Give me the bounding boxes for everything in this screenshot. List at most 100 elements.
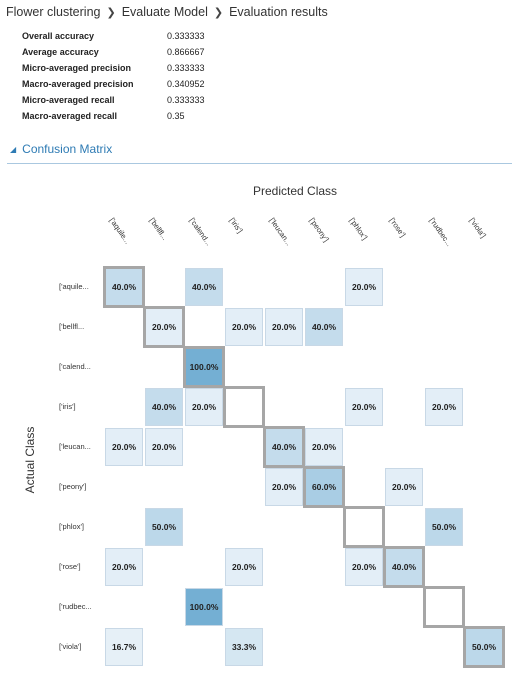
metric-label: Micro-averaged precision	[22, 63, 132, 73]
matrix-cell: 33.3%	[225, 628, 263, 666]
metric-row: Macro-averaged recall 0.35	[22, 108, 205, 124]
matrix-cell	[265, 268, 303, 306]
column-label: ['aquile...	[107, 216, 133, 246]
column-label: ['calend...	[187, 216, 214, 248]
collapse-triangle-icon[interactable]: ◢	[10, 144, 17, 154]
matrix-cell	[185, 308, 223, 346]
matrix-cell	[385, 588, 423, 626]
matrix-cell	[385, 628, 423, 666]
breadcrumb-item-evaluation-results: Evaluation results	[229, 5, 328, 19]
matrix-cell: 20.0%	[145, 308, 183, 346]
column-label: ['peony']	[307, 216, 331, 244]
breadcrumb-item-evaluate-model[interactable]: Evaluate Model	[121, 5, 208, 19]
metric-row: Macro-averaged precision 0.340952	[22, 76, 205, 92]
row-label: ['bellfl...	[59, 322, 85, 331]
matrix-cell	[225, 388, 263, 426]
matrix-cell: 20.0%	[305, 428, 343, 466]
column-label: ['rose']	[387, 216, 408, 239]
matrix-cell	[305, 588, 343, 626]
metric-row: Micro-averaged recall 0.333333	[22, 92, 205, 108]
matrix-cell	[185, 548, 223, 586]
confusion-matrix-header[interactable]: ◢ Confusion Matrix	[10, 142, 112, 156]
matrix-cell	[385, 308, 423, 346]
matrix-cell	[225, 468, 263, 506]
matrix-cell	[305, 268, 343, 306]
column-label: ['bellfl...	[147, 216, 170, 242]
matrix-cell	[425, 268, 463, 306]
matrix-cell	[105, 588, 143, 626]
matrix-cell	[105, 348, 143, 386]
matrix-cell	[265, 508, 303, 546]
matrix-cell: 20.0%	[345, 388, 383, 426]
matrix-cell	[385, 508, 423, 546]
breadcrumb-item-flower-clustering[interactable]: Flower clustering	[6, 5, 101, 19]
metric-label: Macro-averaged precision	[22, 79, 134, 89]
matrix-cell	[145, 468, 183, 506]
matrix-cell	[345, 628, 383, 666]
matrix-cell	[465, 428, 503, 466]
matrix-cell	[345, 308, 383, 346]
matrix-cell	[465, 388, 503, 426]
matrix-cell	[345, 428, 383, 466]
matrix-cell	[305, 388, 343, 426]
matrix-cell	[145, 548, 183, 586]
matrix-cell	[265, 548, 303, 586]
row-label: ['iris']	[59, 402, 76, 411]
column-label: ['phlox']	[347, 216, 370, 242]
row-label: ['calend...	[59, 362, 91, 371]
metric-value: 0.333333	[167, 95, 205, 105]
row-label: ['leucan...	[59, 442, 91, 451]
matrix-cell: 40.0%	[105, 268, 143, 306]
matrix-cell	[345, 468, 383, 506]
matrix-cell: 20.0%	[345, 268, 383, 306]
matrix-cell: 20.0%	[145, 428, 183, 466]
column-label: ['leucan...	[267, 216, 294, 248]
predicted-class-title: Predicted Class	[253, 184, 338, 198]
matrix-cell: 16.7%	[105, 628, 143, 666]
column-label: ['rudbec...	[427, 216, 454, 248]
metric-row: Overall accuracy 0.333333	[22, 28, 205, 44]
matrix-cell	[345, 508, 383, 546]
matrix-cell: 50.0%	[145, 508, 183, 546]
column-label: ['iris']	[227, 216, 245, 235]
matrix-cell: 20.0%	[265, 308, 303, 346]
matrix-cell	[465, 268, 503, 306]
metric-value: 0.333333	[167, 31, 205, 41]
matrix-cell	[185, 468, 223, 506]
matrix-cell	[305, 548, 343, 586]
matrix-cell	[105, 508, 143, 546]
matrix-cell: 40.0%	[385, 548, 423, 586]
matrix-cell: 40.0%	[185, 268, 223, 306]
matrix-cell	[185, 628, 223, 666]
matrix-cell: 50.0%	[425, 508, 463, 546]
matrix-cell: 20.0%	[105, 428, 143, 466]
matrix-cell: 50.0%	[465, 628, 503, 666]
row-label: ['rose']	[59, 562, 81, 571]
matrix-cell	[385, 268, 423, 306]
matrix-cell: 60.0%	[305, 468, 343, 506]
matrix-cell	[425, 548, 463, 586]
matrix-cell	[145, 268, 183, 306]
metric-label: Overall accuracy	[22, 31, 95, 41]
breadcrumb: Flower clustering ❯ Evaluate Model ❯ Eva…	[6, 5, 328, 19]
matrix-cell	[425, 468, 463, 506]
actual-class-title: Actual Class	[23, 426, 37, 494]
matrix-cell	[425, 428, 463, 466]
matrix-cell: 100.0%	[185, 348, 223, 386]
matrix-cell	[265, 588, 303, 626]
matrix-cell	[425, 628, 463, 666]
metric-label: Average accuracy	[22, 47, 99, 57]
metric-label: Macro-averaged recall	[22, 111, 118, 121]
metric-row: Average accuracy 0.866667	[22, 44, 205, 60]
matrix-cell	[425, 588, 463, 626]
row-label: ['viola']	[59, 642, 82, 651]
matrix-cell	[225, 428, 263, 466]
matrix-cell: 40.0%	[305, 308, 343, 346]
row-label: ['peony']	[59, 482, 87, 491]
matrix-cell	[185, 508, 223, 546]
matrix-cell	[465, 508, 503, 546]
matrix-cell: 100.0%	[185, 588, 223, 626]
matrix-cell	[385, 428, 423, 466]
matrix-cell: 20.0%	[225, 308, 263, 346]
matrix-cell: 20.0%	[265, 468, 303, 506]
